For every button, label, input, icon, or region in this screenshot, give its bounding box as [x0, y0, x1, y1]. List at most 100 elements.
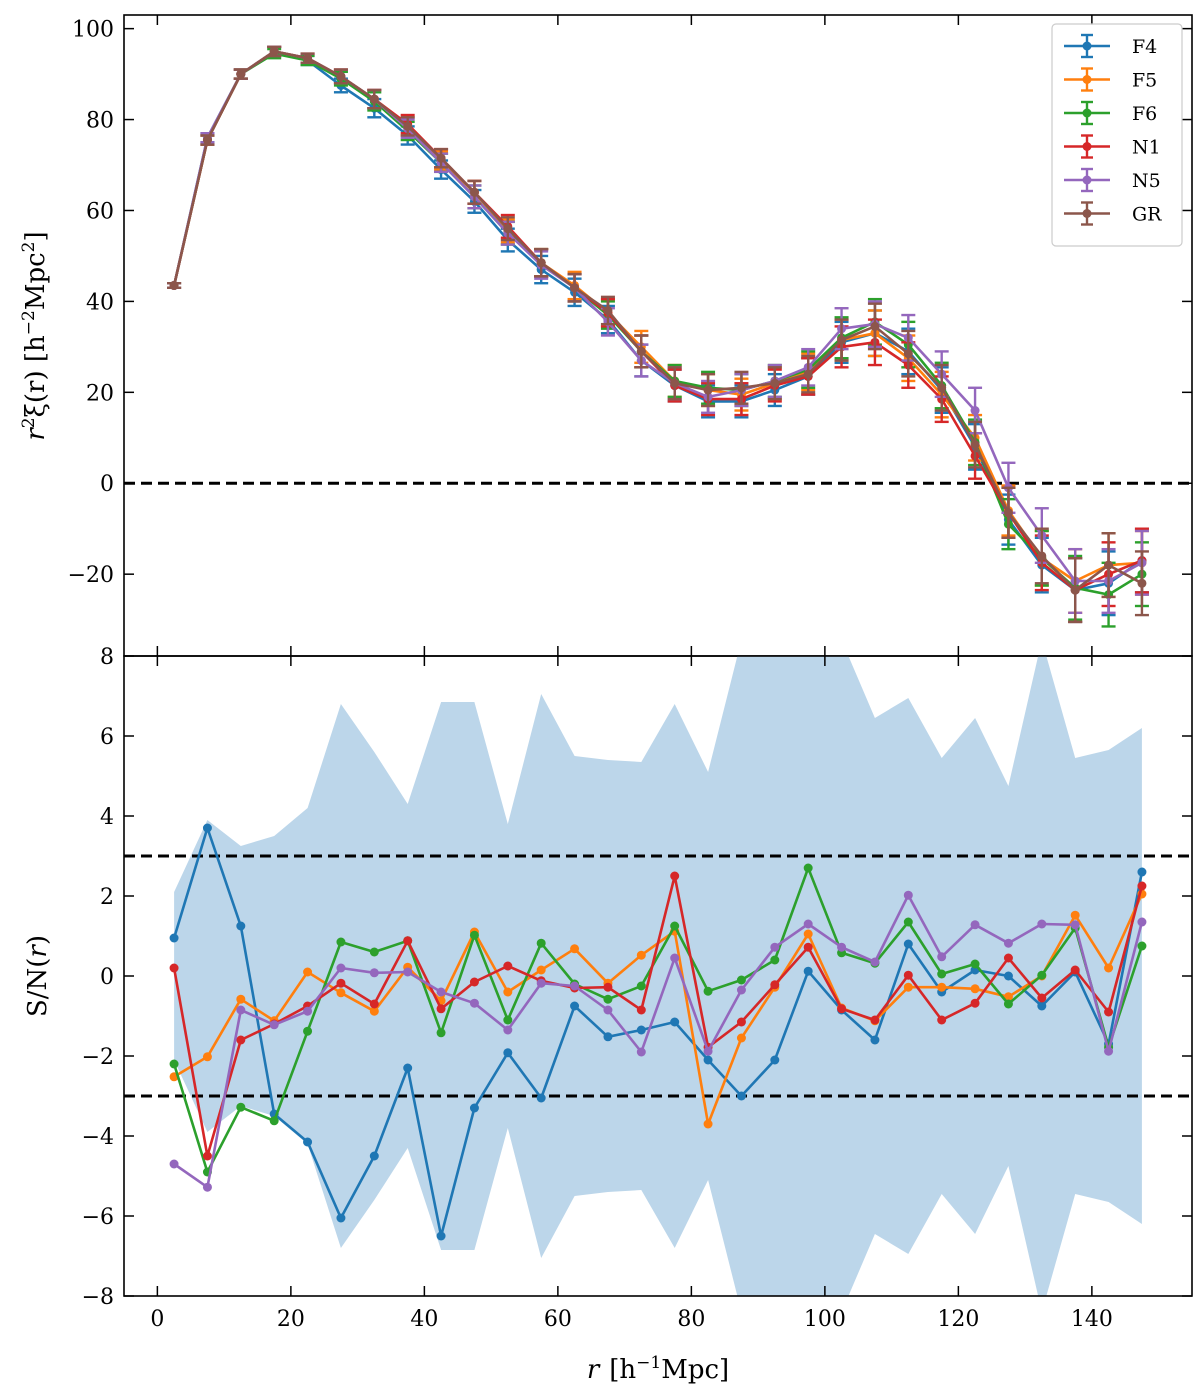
- data-point: [870, 1035, 880, 1045]
- legend-entry-f6: F6: [1064, 100, 1157, 126]
- data-point: [536, 938, 546, 948]
- data-point: [570, 944, 580, 954]
- data-point: [1137, 867, 1147, 877]
- data-point: [469, 187, 479, 197]
- series-line: [172, 50, 1143, 592]
- data-point: [1104, 1046, 1114, 1056]
- data-point: [1070, 585, 1080, 595]
- data-point: [970, 998, 980, 1008]
- data-point: [336, 963, 346, 973]
- data-point: [603, 1032, 613, 1042]
- bottom-axes-frame: [123, 655, 1193, 1297]
- data-point: [369, 968, 379, 978]
- data-point: [1037, 993, 1047, 1003]
- data-point: [269, 1020, 279, 1030]
- series-line: [173, 893, 1144, 1189]
- data-point: [169, 933, 179, 943]
- data-point: [736, 975, 746, 985]
- data-point: [403, 1063, 413, 1073]
- data-point: [603, 305, 613, 315]
- series-line: [172, 50, 1143, 592]
- data-point: [770, 980, 780, 990]
- data-point: [503, 987, 513, 997]
- data-point: [903, 349, 913, 359]
- data-point: [236, 1035, 246, 1045]
- data-point: [436, 153, 446, 163]
- data-point: [303, 1137, 313, 1147]
- data-point: [903, 970, 913, 980]
- series-f5: [167, 45, 1149, 615]
- data-point: [803, 929, 813, 939]
- data-point: [269, 1116, 279, 1126]
- y-tick-label: 4: [100, 805, 114, 830]
- data-point: [937, 982, 947, 992]
- data-point: [703, 1119, 713, 1129]
- data-point: [670, 871, 680, 881]
- data-point: [169, 1059, 179, 1069]
- data-point: [937, 383, 947, 393]
- data-point: [670, 921, 680, 931]
- data-point: [570, 1001, 580, 1011]
- top-series-group: [167, 45, 1149, 628]
- x-tick-label: 120: [937, 1307, 979, 1332]
- data-point: [503, 224, 513, 234]
- data-point: [336, 988, 346, 998]
- legend-swatch-marker: [1082, 108, 1092, 118]
- data-point: [937, 952, 947, 962]
- y-tick-label: −8: [82, 1285, 114, 1310]
- data-point: [903, 982, 913, 992]
- bottom-ytick-labels: −8 −6 −4 −2 0 2 4 6 8: [82, 645, 114, 1310]
- data-point: [903, 939, 913, 949]
- data-point: [703, 1055, 713, 1065]
- data-point: [1070, 910, 1080, 920]
- legend-swatch-marker: [1082, 209, 1092, 218]
- data-point: [1104, 560, 1114, 570]
- legend-entry-n5: N5: [1064, 167, 1161, 193]
- data-point: [202, 135, 212, 145]
- sn-series-n5: [169, 890, 1147, 1192]
- legend-swatch-marker: [1082, 142, 1092, 151]
- x-tick-label: 80: [677, 1307, 705, 1332]
- data-point: [670, 1017, 680, 1027]
- top-plot-area: [124, 45, 1192, 628]
- bottom-y-axis-label: S/N(r): [23, 935, 53, 1017]
- legend-label: GR: [1132, 204, 1162, 226]
- y-tick-label: 8: [100, 645, 114, 670]
- data-point: [1003, 992, 1013, 1002]
- data-point: [1137, 941, 1147, 951]
- top-panel: −20 0 20 40 60 80 100 r2ξ(r) [h−2Mpc2] F4 F5 F6 N…: [19, 14, 1193, 657]
- data-point: [837, 1004, 847, 1014]
- data-point: [703, 986, 713, 996]
- data-point: [436, 1028, 446, 1038]
- data-point: [803, 966, 813, 976]
- y-tick-label: 2: [100, 885, 114, 910]
- legend-entry-f5: F5: [1064, 67, 1157, 92]
- data-point: [369, 1151, 379, 1161]
- data-point: [1037, 919, 1047, 929]
- series-line: [172, 866, 1144, 1174]
- legend-label: F4: [1132, 36, 1157, 58]
- x-tick-label: 40: [410, 1307, 438, 1332]
- data-point: [536, 965, 546, 975]
- y-tick-label: −4: [82, 1125, 114, 1150]
- x-tick-label: 100: [804, 1307, 846, 1332]
- data-point: [937, 1015, 947, 1025]
- data-point: [369, 1006, 379, 1016]
- legend-label: N5: [1132, 170, 1161, 192]
- y-tick-label: 20: [86, 381, 114, 406]
- data-point: [336, 978, 346, 988]
- top-ytick-labels: −20 0 20 40 60 80 100: [68, 18, 114, 589]
- legend-entries: F4 F5 F6 N1 N5 GR: [1064, 33, 1162, 226]
- xtick-labels: 0 20 40 60 80 100 120 140: [150, 1307, 1113, 1332]
- data-point: [636, 346, 646, 356]
- legend-entry-gr: GR: [1064, 201, 1162, 226]
- data-point: [436, 987, 446, 997]
- data-point: [736, 985, 746, 995]
- data-point: [1137, 881, 1147, 891]
- data-point: [736, 1017, 746, 1027]
- data-point: [1003, 953, 1013, 963]
- data-point: [336, 937, 346, 947]
- y-tick-label: 0: [100, 472, 114, 497]
- data-point: [770, 955, 780, 965]
- series-line: [172, 52, 1143, 596]
